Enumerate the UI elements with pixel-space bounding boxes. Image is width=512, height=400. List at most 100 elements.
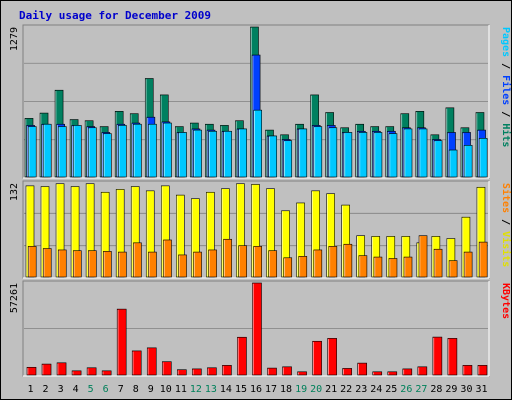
visits-panel-bar-sites-day-5	[88, 250, 97, 278]
hits-panel-legend: Pages / Files / Hits	[500, 27, 512, 147]
visits-panel-bar-sites-day-24	[373, 256, 383, 278]
visits-panel-bar-sites-day-9	[148, 251, 157, 278]
hits-panel-bar-pages-day-12	[193, 129, 202, 178]
visits-panel-bar-sites-day-7	[118, 251, 127, 278]
x-tick-label-day-28: 28	[430, 384, 442, 395]
hits-panel-bar-pages-day-4	[72, 125, 82, 178]
chart-title: Daily usage for December 2009	[19, 9, 212, 22]
x-tick-label-day-14: 14	[220, 384, 232, 395]
kbytes-panel-bar-kbytes-day-13	[207, 367, 217, 376]
kbytes-panel-bar-kbytes-day-24	[372, 371, 383, 376]
x-tick-label-day-10: 10	[160, 384, 172, 395]
visits-panel-bar-sites-day-10	[163, 239, 172, 278]
x-tick-label-day-12: 12	[190, 384, 202, 395]
x-tick-label-day-4: 4	[73, 384, 79, 395]
hits-panel-bar-pages-day-24	[373, 132, 383, 178]
x-tick-label-day-1: 1	[28, 384, 34, 395]
hits-panel-bar-pages-day-7	[118, 125, 127, 178]
visits-panel-bar-sites-day-11	[178, 254, 187, 278]
kbytes-panel-bar-kbytes-day-8	[131, 350, 142, 376]
x-tick-label-day-13: 13	[205, 384, 217, 395]
hits-panel-bar-pages-day-16	[253, 109, 262, 178]
kbytes-panel-bar-kbytes-day-18	[282, 366, 292, 376]
x-tick-label-day-27: 27	[415, 384, 427, 395]
x-tick-label-day-29: 29	[445, 384, 457, 395]
hits-panel-bar-pages-day-2	[42, 123, 52, 178]
kbytes-panel-bar-kbytes-day-31	[477, 365, 488, 376]
hits-panel-bar-pages-day-26	[403, 128, 413, 178]
visits-panel-bar-sites-day-31	[478, 241, 488, 278]
kbytes-panel-bar-kbytes-day-2	[41, 363, 52, 376]
visits-panel-bar-sites-day-8	[133, 242, 142, 278]
x-tick-label-day-15: 15	[235, 384, 247, 395]
kbytes-panel-bar-kbytes-day-22	[342, 368, 352, 376]
x-tick-label-day-22: 22	[340, 384, 352, 395]
hits-panel-bar-pages-day-20	[313, 126, 323, 178]
visits-panel-bar-sites-day-30	[463, 251, 473, 278]
hits-panel-bar-pages-day-19	[298, 128, 308, 178]
visits-panel-bar-sites-day-6	[103, 251, 112, 278]
x-tick-label-day-23: 23	[355, 384, 367, 395]
x-tick-label-day-16: 16	[250, 384, 262, 395]
hits-panel-legend-seg-4: Hits	[500, 123, 512, 147]
kbytes-panel-bar-kbytes-day-17	[267, 367, 277, 376]
x-tick-label-day-11: 11	[175, 384, 187, 395]
visits-panel-bar-sites-day-21	[328, 246, 338, 278]
kbytes-panel-bar-kbytes-day-27	[417, 366, 428, 376]
x-tick-label-day-18: 18	[280, 384, 292, 395]
hits-panel-bar-pages-day-28	[433, 140, 443, 178]
visits-panel-bar-sites-day-2	[42, 248, 52, 278]
kbytes-panel-bar-kbytes-day-4	[71, 370, 82, 376]
hits-panel-bar-pages-day-9	[148, 123, 157, 178]
hits-panel-bar-pages-day-13	[208, 130, 217, 178]
hits-panel-bar-pages-day-15	[238, 128, 247, 178]
x-tick-label-day-17: 17	[265, 384, 277, 395]
kbytes-panel-bar-kbytes-day-1	[26, 366, 37, 376]
kbytes-panel-bar-kbytes-day-15	[237, 336, 247, 376]
kbytes-panel-bar-kbytes-day-14	[222, 365, 232, 376]
hits-panel-bar-pages-day-6	[103, 133, 112, 178]
x-tick-label-day-19: 19	[295, 384, 307, 395]
hits-panel-bar-pages-day-21	[328, 127, 338, 178]
hits-panel-bar-pages-day-1	[27, 126, 37, 178]
hits-panel-bar-pages-day-10	[163, 122, 172, 178]
visits-panel-bar-sites-day-27	[418, 235, 428, 278]
hits-panel-bar-pages-day-27	[418, 128, 428, 178]
visits-panel-bar-sites-day-1	[27, 246, 37, 278]
visits-panel-bar-sites-day-13	[208, 249, 217, 278]
visits-panel-legend-seg-0: Sites	[500, 183, 512, 213]
kbytes-panel-bar-kbytes-day-25	[387, 371, 398, 376]
x-tick-label-day-6: 6	[103, 384, 109, 395]
hits-panel-bar-pages-day-3	[57, 126, 67, 178]
hits-panel-bar-pages-day-5	[88, 127, 97, 178]
visits-panel-legend: Sites / Visits	[500, 183, 512, 267]
kbytes-panel-bar-kbytes-day-21	[327, 338, 337, 376]
hits-panel-legend-seg-2: Files	[500, 75, 512, 105]
hits-panel-bar-pages-day-25	[388, 133, 398, 178]
x-tick-label-day-21: 21	[325, 384, 337, 395]
hits-panel-bar-pages-day-22	[343, 132, 353, 178]
hits-panel-bar-pages-day-8	[133, 123, 142, 178]
x-tick-label-day-25: 25	[385, 384, 397, 395]
kbytes-panel-bar-kbytes-day-12	[192, 368, 202, 376]
visits-panel-bar-sites-day-22	[343, 243, 353, 278]
hits-panel-legend-seg-0: Pages	[500, 27, 511, 57]
visits-panel-bar-sites-day-15	[238, 245, 247, 278]
kbytes-panel-bar-kbytes-day-23	[357, 362, 368, 376]
x-tick-label-day-20: 20	[310, 384, 322, 395]
hits-panel-legend-seg-3: /	[500, 105, 511, 123]
visits-panel-bar-sites-day-23	[358, 255, 368, 278]
visits-panel-legend-seg-2: Visits	[500, 231, 512, 267]
visits-panel-bar-sites-day-18	[283, 257, 293, 278]
x-tick-label-day-8: 8	[133, 384, 139, 395]
x-tick-label-day-5: 5	[88, 384, 94, 395]
visits-panel-bar-sites-day-29	[448, 260, 458, 278]
kbytes-panel-bar-kbytes-day-29	[447, 338, 458, 376]
hits-panel-legend-seg-1: /	[500, 57, 511, 75]
hits-panel-bar-pages-day-18	[283, 140, 293, 178]
kbytes-panel-legend-seg-0: KBytes	[500, 283, 511, 319]
kbytes-panel-bar-kbytes-day-7	[116, 308, 127, 376]
kbytes-panel-bar-kbytes-day-3	[56, 362, 67, 376]
hits-panel-bar-pages-day-14	[223, 130, 232, 178]
kbytes-panel-bar-kbytes-day-16	[252, 282, 262, 376]
